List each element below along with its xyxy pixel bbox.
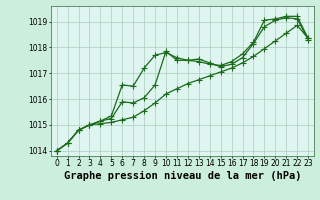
X-axis label: Graphe pression niveau de la mer (hPa): Graphe pression niveau de la mer (hPa) bbox=[64, 171, 301, 181]
